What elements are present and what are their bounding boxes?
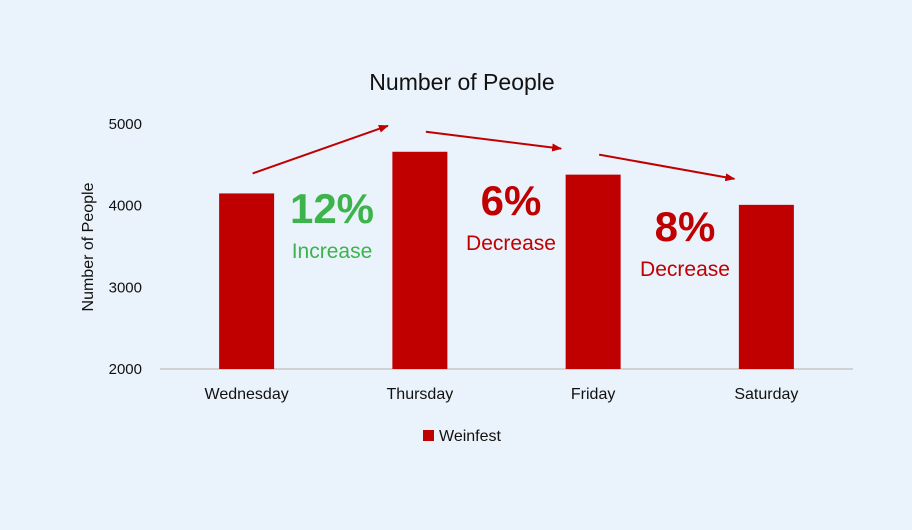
x-tick-label: Friday [571,386,615,403]
legend-label: Weinfest [439,428,502,445]
y-tick-label: 2000 [109,361,142,378]
bar-saturday [738,204,794,369]
y-tick-label: 4000 [109,198,142,215]
change-annotations: 12% Increase 6% Decrease 8% Decrease [290,177,730,281]
change-label: Increase [292,240,373,263]
change-percent: 12% [290,185,374,232]
y-tick-label: 5000 [109,116,142,133]
legend: Weinfest [423,428,502,445]
chart-title: Number of People [369,69,554,95]
trend-arrow [598,153,736,182]
trend-arrow [425,130,563,152]
x-tick-label: Saturday [734,386,798,403]
change-label: Decrease [640,258,730,281]
bar-thursday [392,151,448,369]
bar-wednesday [219,193,275,369]
change-label: Decrease [466,232,556,255]
change-percent: 6% [481,177,542,224]
trend-arrow [252,124,389,175]
change-percent: 8% [655,203,716,250]
x-tick-label: Thursday [387,386,454,403]
bar-series [219,151,794,369]
y-axis-label: Number of People [80,182,97,311]
trend-arrows [252,124,736,182]
x-axis-tick-labels: Wednesday Thursday Friday Saturday [205,386,799,403]
bar-friday [565,174,621,369]
y-axis-ticks: 2000 3000 4000 5000 [109,116,142,378]
y-tick-label: 3000 [109,279,142,296]
legend-swatch [423,430,434,441]
x-tick-label: Wednesday [205,386,289,403]
